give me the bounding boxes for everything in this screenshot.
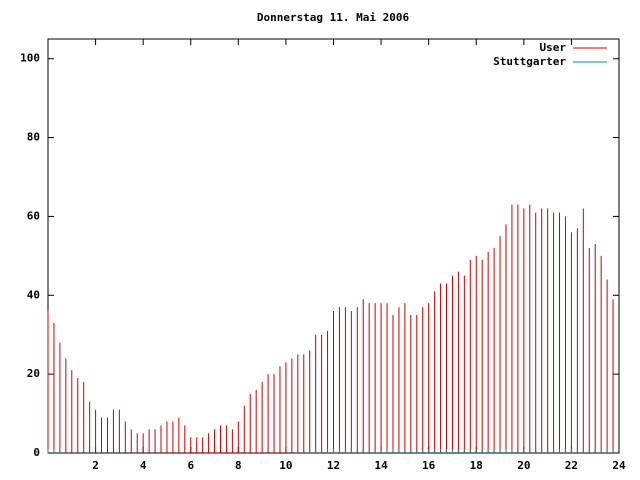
y-tick-label: 60 [27, 209, 40, 222]
x-tick-label: 20 [517, 459, 530, 472]
x-tick-label: 12 [327, 459, 340, 472]
x-tick-label: 8 [235, 459, 242, 472]
y-tick-label: 100 [20, 52, 40, 65]
x-tick-label: 24 [612, 459, 626, 472]
y-tick-label: 20 [27, 367, 40, 380]
x-tick-label: 22 [565, 459, 578, 472]
legend-label: Stuttgarter [493, 55, 566, 68]
x-tick-label: 4 [140, 459, 147, 472]
x-tick-label: 2 [92, 459, 99, 472]
x-tick-label: 18 [470, 459, 483, 472]
x-tick-label: 14 [374, 459, 388, 472]
x-tick-label: 6 [187, 459, 194, 472]
y-tick-label: 80 [27, 131, 40, 144]
x-tick-label: 10 [279, 459, 292, 472]
y-tick-label: 0 [33, 446, 40, 459]
x-tick-label: 16 [422, 459, 436, 472]
chart-title: Donnerstag 11. Mai 2006 [257, 11, 410, 24]
y-tick-label: 40 [27, 288, 40, 301]
legend-label: User [540, 41, 567, 54]
